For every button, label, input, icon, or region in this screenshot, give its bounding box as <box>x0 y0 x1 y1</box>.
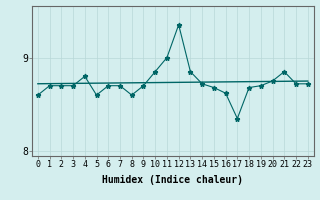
X-axis label: Humidex (Indice chaleur): Humidex (Indice chaleur) <box>102 175 243 185</box>
